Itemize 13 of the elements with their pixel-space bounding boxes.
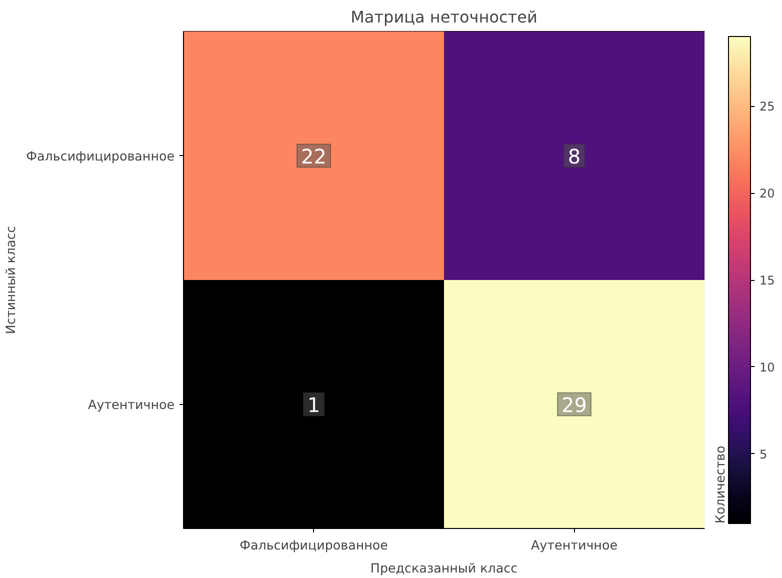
color-bar-title: Количество — [712, 445, 728, 524]
color-bar-label: 25 — [760, 100, 775, 114]
color-bar-label: 5 — [760, 447, 768, 462]
data-label: 22 — [301, 144, 326, 168]
y-axis-title: Истинный класс — [3, 226, 18, 334]
color-bar-label: 10 — [760, 360, 775, 374]
chart-title: Матрица неточностей — [350, 8, 538, 26]
x-axis-title: Предсказанный класс — [370, 560, 518, 576]
data-label: 8 — [568, 144, 581, 168]
data-label: 1 — [307, 392, 320, 417]
data-label: 29 — [562, 392, 587, 417]
color-bar-label: 15 — [760, 274, 775, 288]
color-bar-label: 20 — [760, 186, 775, 201]
